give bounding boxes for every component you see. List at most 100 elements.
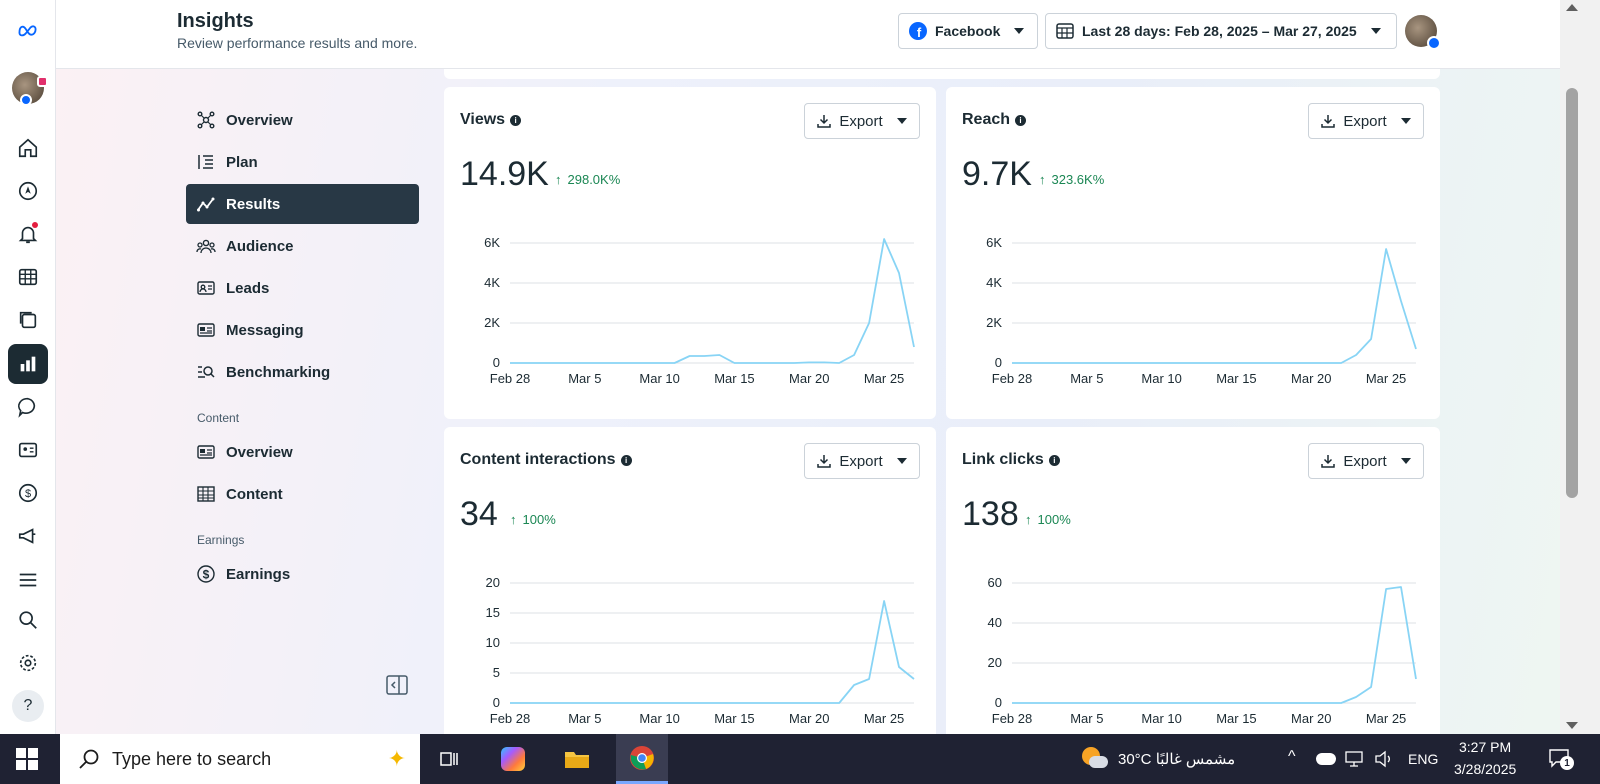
notification-count-badge: 1 xyxy=(1560,756,1574,770)
nav-item-messaging[interactable]: Messaging xyxy=(186,310,419,350)
copilot-sparkle-icon: ✦ xyxy=(387,746,406,771)
weather-text[interactable]: 30°C مشمس غالبًا xyxy=(1118,751,1236,768)
card-title: Content interactions i xyxy=(460,451,632,469)
x-tick-label: Mar 15 xyxy=(1216,711,1256,726)
export-button[interactable]: Export xyxy=(1308,103,1424,139)
calendar-icon xyxy=(1056,23,1074,39)
home-icon[interactable] xyxy=(8,128,48,168)
nav-label: Messaging xyxy=(226,321,304,339)
y-tick-label: 0 xyxy=(995,695,1002,710)
gear-icon[interactable] xyxy=(8,643,48,683)
y-tick-label: 0 xyxy=(493,355,500,370)
nav-section-earnings: Earnings xyxy=(197,533,245,547)
contact-card-icon[interactable] xyxy=(8,430,48,470)
nav-item-benchmarking[interactable]: Benchmarking xyxy=(186,352,419,392)
nav-item-overview[interactable]: Overview xyxy=(186,100,419,140)
clock-date[interactable]: 3/28/2025 xyxy=(1454,761,1517,777)
nav-item-leads[interactable]: Leads xyxy=(186,268,419,308)
network-icon[interactable] xyxy=(1344,750,1364,768)
help-icon[interactable]: ? xyxy=(8,686,48,726)
nav-label: Benchmarking xyxy=(226,363,331,381)
info-icon[interactable]: i xyxy=(1048,454,1060,466)
leads-icon xyxy=(197,281,215,295)
download-icon xyxy=(1321,455,1336,468)
platform-label: Facebook xyxy=(935,23,1001,39)
chevron-down-icon xyxy=(1400,118,1411,124)
export-button[interactable]: Export xyxy=(804,103,920,139)
nav-label: Content xyxy=(226,485,283,503)
nav-item-content-overview[interactable]: Overview xyxy=(186,432,419,472)
reach-card: Reach i Export 9.7K ↑ 323.6K% 0 2K 4K 6K Feb 2… xyxy=(946,87,1440,419)
insights-icon[interactable] xyxy=(8,344,48,384)
file-explorer-icon[interactable] xyxy=(554,734,600,784)
series-line xyxy=(1012,248,1417,364)
audience-icon xyxy=(196,239,216,254)
info-icon[interactable]: i xyxy=(510,114,522,126)
svg-text:$: $ xyxy=(25,488,31,500)
export-button[interactable]: Export xyxy=(804,443,920,479)
vertical-scrollbar[interactable] xyxy=(1560,0,1600,734)
task-view-icon[interactable] xyxy=(426,734,472,784)
nav-item-plan[interactable]: Plan xyxy=(186,142,419,182)
x-tick-label: Mar 15 xyxy=(1216,371,1256,386)
copilot-app-icon[interactable] xyxy=(490,734,536,784)
chat-icon[interactable] xyxy=(8,387,48,427)
x-tick-label: Mar 5 xyxy=(568,371,601,386)
notifications-icon[interactable] xyxy=(8,214,48,254)
series-line xyxy=(510,238,915,364)
nav-item-earnings[interactable]: $ Earnings xyxy=(186,554,419,594)
scroll-thumb[interactable] xyxy=(1566,88,1578,498)
metric-value: 9.7K xyxy=(962,155,1032,193)
export-button[interactable]: Export xyxy=(1308,443,1424,479)
x-tick-label: Mar 5 xyxy=(1070,711,1103,726)
weather-icon xyxy=(1082,747,1108,771)
date-range-selector[interactable]: Last 28 days: Feb 28, 2025 – Mar 27, 202… xyxy=(1045,13,1397,49)
meta-logo-icon[interactable] xyxy=(8,10,48,50)
volume-icon[interactable] xyxy=(1374,750,1394,768)
svg-text:f: f xyxy=(917,25,922,40)
windows-taskbar: Type here to search ✦ 30°C مشمس غالبًا ^… xyxy=(0,734,1600,784)
icon-rail: $ ? xyxy=(0,0,56,734)
benchmarking-icon xyxy=(198,366,215,378)
download-icon xyxy=(817,455,832,468)
chevron-up-icon[interactable]: ^ xyxy=(1288,748,1296,765)
megaphone-icon[interactable] xyxy=(8,516,48,556)
monetization-icon[interactable]: $ xyxy=(8,473,48,513)
clock-time[interactable]: 3:27 PM xyxy=(1459,739,1512,755)
scroll-up-arrow-icon[interactable] xyxy=(1566,4,1578,11)
pages-icon[interactable] xyxy=(8,300,48,340)
platform-selector[interactable]: f Facebook xyxy=(898,13,1038,49)
account-avatar[interactable] xyxy=(8,68,48,108)
y-tick-label: 5 xyxy=(493,665,500,680)
collapse-sidebar-icon[interactable] xyxy=(386,675,408,695)
chrome-app-icon[interactable] xyxy=(616,734,668,784)
card-title-text: Content interactions xyxy=(460,451,616,468)
menu-icon[interactable] xyxy=(8,560,48,600)
profile-avatar[interactable] xyxy=(1405,15,1441,50)
scroll-down-arrow-icon[interactable] xyxy=(1566,722,1578,729)
cloud-icon[interactable] xyxy=(1316,753,1336,765)
notification-center-icon[interactable]: 1 xyxy=(1548,748,1574,770)
windows-start-icon[interactable] xyxy=(16,748,38,770)
y-tick-label: 20 xyxy=(988,655,1002,670)
nav-item-audience[interactable]: Audience xyxy=(186,226,419,266)
nav-item-content[interactable]: Content xyxy=(186,474,419,514)
x-tick-label: Mar 20 xyxy=(789,371,829,386)
date-range-label: Last 28 days: Feb 28, 2025 – Mar 27, 202… xyxy=(1082,23,1357,39)
nav-item-results[interactable]: Results xyxy=(186,184,419,224)
content-table-icon xyxy=(197,486,215,502)
y-tick-label: 6K xyxy=(484,235,500,250)
search-icon[interactable] xyxy=(8,600,48,640)
compass-icon[interactable] xyxy=(8,171,48,211)
taskbar-search-input[interactable]: Type here to search ✦ xyxy=(60,734,420,784)
nav-label: Plan xyxy=(226,153,258,171)
info-icon[interactable]: i xyxy=(1015,114,1027,126)
search-placeholder: Type here to search xyxy=(112,748,272,769)
info-icon[interactable]: i xyxy=(620,454,632,466)
x-tick-label: Mar 10 xyxy=(639,711,679,726)
table-icon[interactable] xyxy=(8,257,48,297)
link-clicks-chart: 0 20 40 60 Feb 28 Mar 5 Mar 10 Mar 15 Mar 20 Mar … xyxy=(988,575,1417,726)
download-icon xyxy=(1321,115,1336,128)
x-tick-label: Feb 28 xyxy=(490,711,530,726)
language-indicator[interactable]: ENG xyxy=(1408,751,1439,767)
